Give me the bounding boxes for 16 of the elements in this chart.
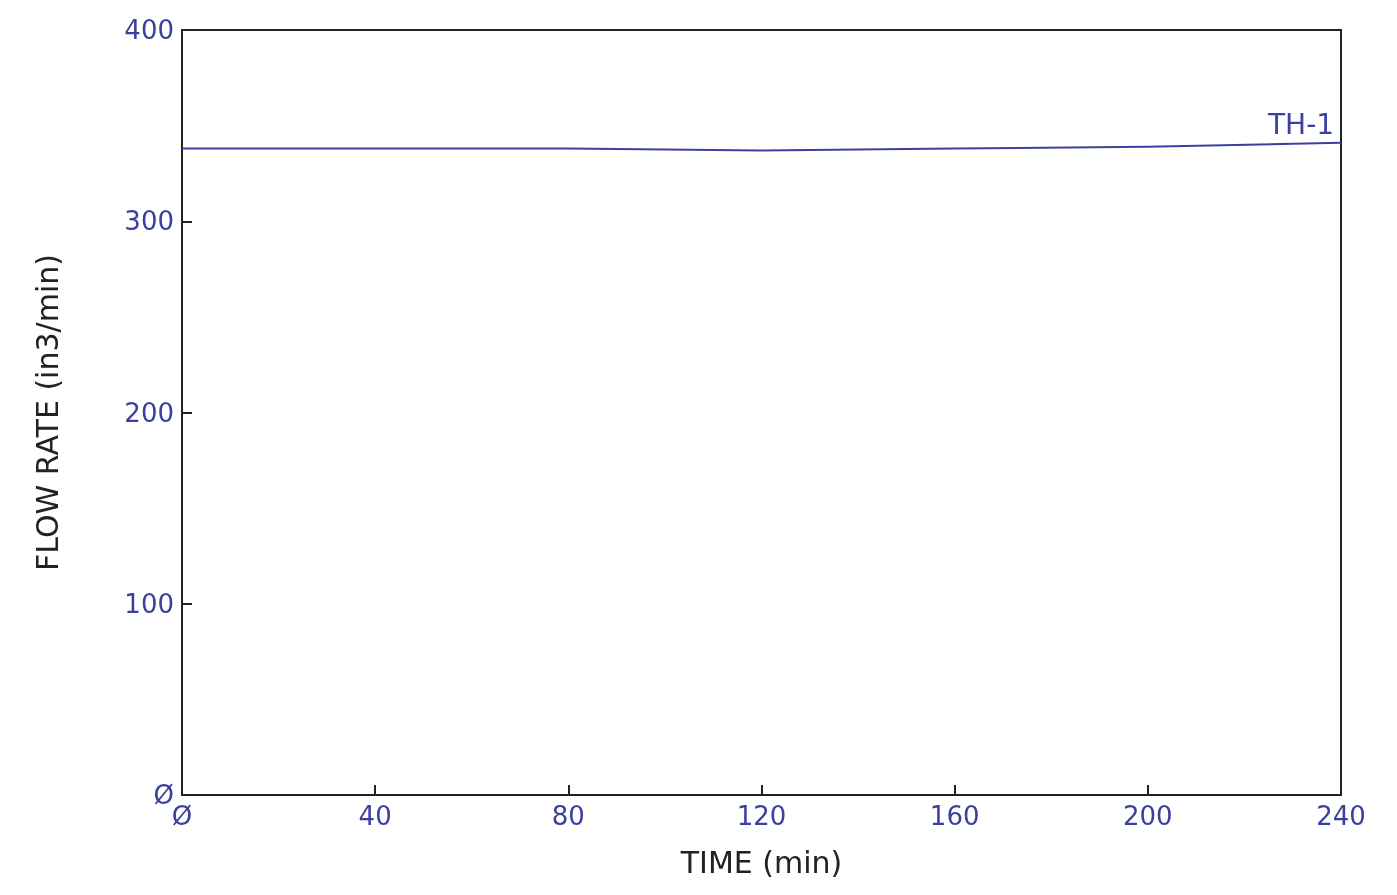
x-tick-label: 80 xyxy=(551,801,585,831)
x-tick-label: 120 xyxy=(736,801,787,831)
y-tick-label: 200 xyxy=(124,397,174,428)
x-tick-label: Ø xyxy=(171,801,193,831)
x-tick-label: 40 xyxy=(358,801,392,831)
y-axis-title: FLOW RATE (in3/min) xyxy=(29,254,65,571)
y-tick-label: Ø xyxy=(153,780,174,810)
y-tick-label: 400 xyxy=(124,15,174,45)
x-axis-title: TIME (min) xyxy=(679,844,843,880)
series-label: TH-1 xyxy=(1266,108,1335,142)
x-tick-label: 160 xyxy=(929,801,980,831)
y-tick-label: 300 xyxy=(124,206,174,237)
line-series xyxy=(181,141,1342,152)
x-tick-label: 200 xyxy=(1123,801,1173,831)
x-tick-label: 240 xyxy=(1316,801,1366,831)
y-tick-label: 100 xyxy=(124,588,174,619)
